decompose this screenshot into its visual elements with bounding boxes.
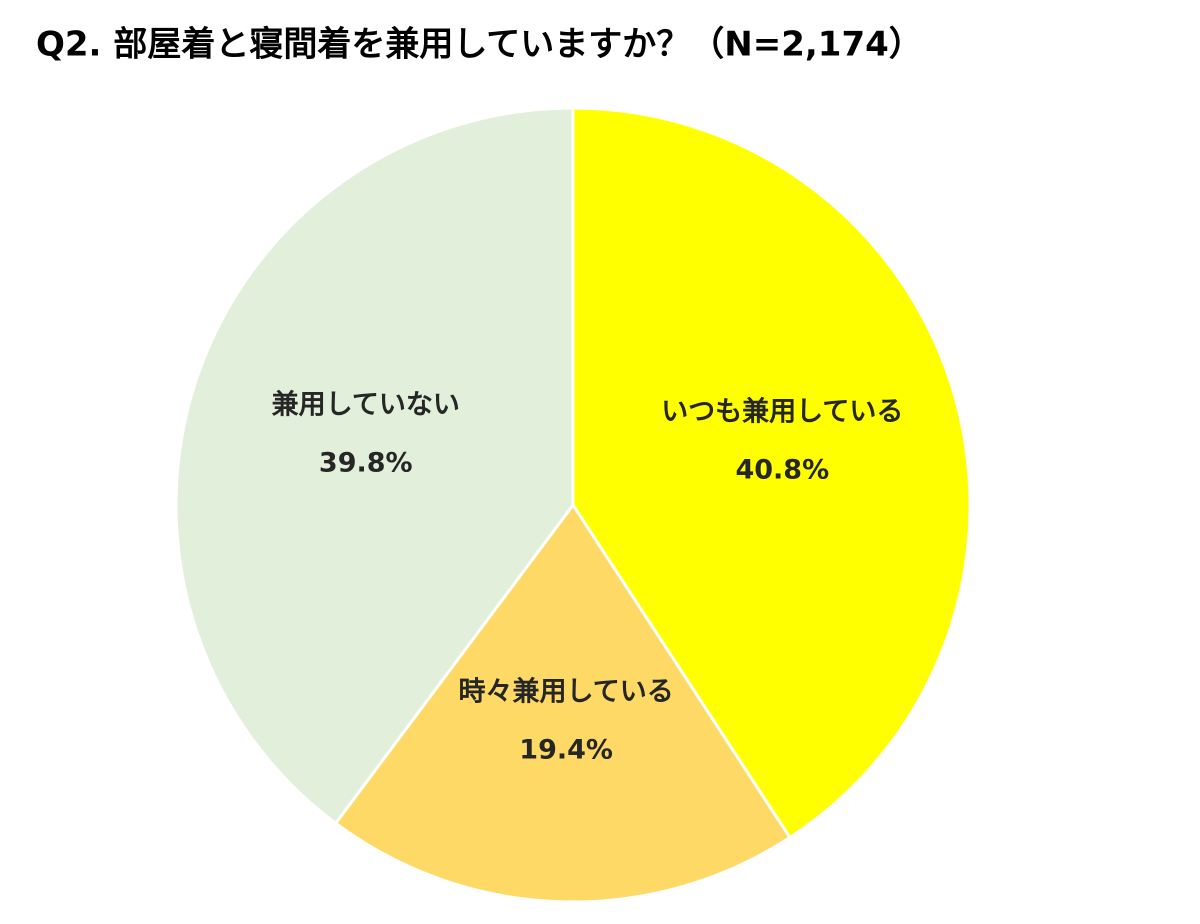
slice-value: 40.8% <box>735 454 829 485</box>
slice-value: 39.8% <box>319 448 413 479</box>
slice-label: 兼用していない <box>272 389 460 421</box>
pie-slice <box>174 106 575 826</box>
pie-slice <box>333 502 792 904</box>
slice-label: 時々兼用している <box>459 676 674 708</box>
chart-title: Q2. 部屋着と寝間着を兼用していますか？（N=2,174） <box>36 25 923 65</box>
slice-label: いつも兼用している <box>661 395 903 427</box>
slice-value: 19.4% <box>519 735 613 766</box>
